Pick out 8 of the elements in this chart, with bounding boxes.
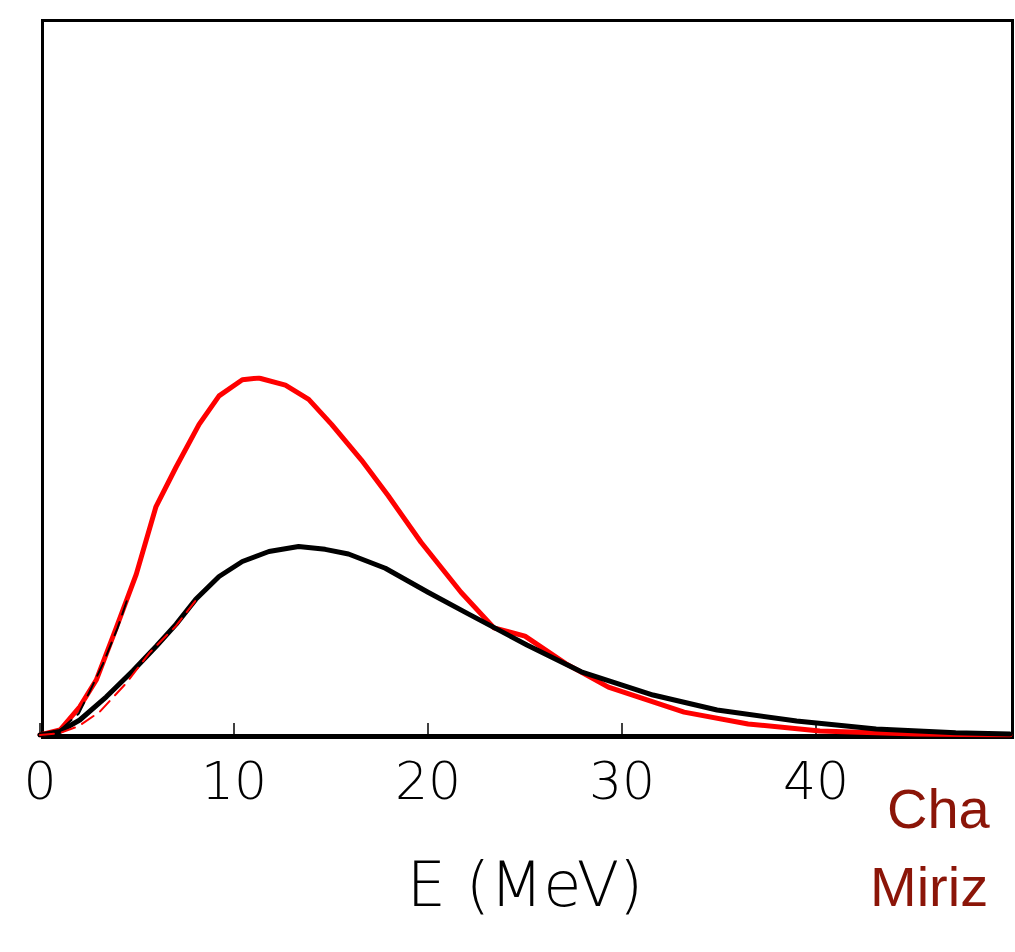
x-axis-title: E (MeV) <box>406 847 644 921</box>
x-tick-label: 30 <box>588 751 656 811</box>
text: Cha <box>887 776 991 840</box>
x-tick-label: 40 <box>782 751 850 811</box>
x-tick-label: 10 <box>200 751 268 811</box>
x-tick-label: 20 <box>394 751 462 811</box>
text: Miriz <box>870 854 989 918</box>
x-tick-label: 0 <box>23 751 57 811</box>
